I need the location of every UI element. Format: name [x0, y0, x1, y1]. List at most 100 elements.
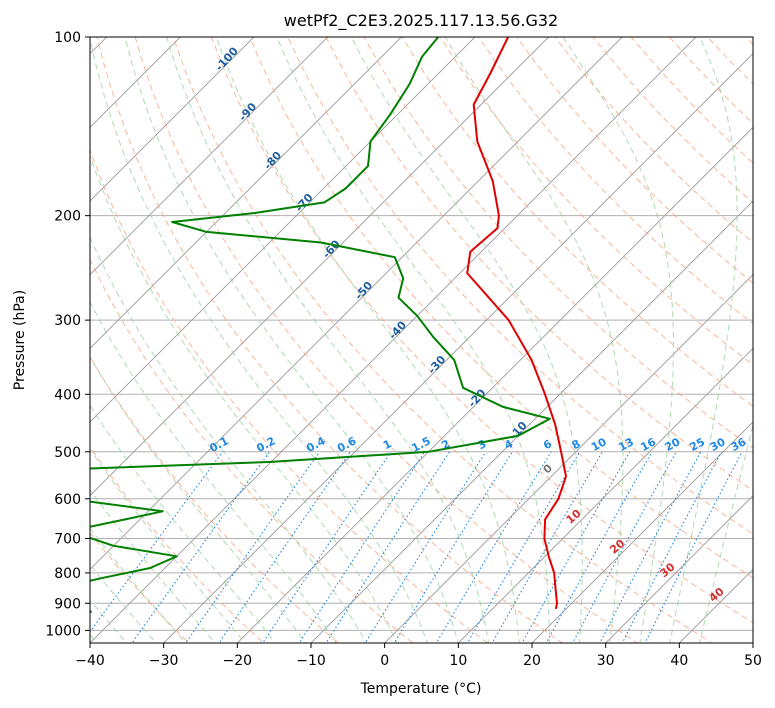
mixing-ratio-line	[393, 451, 513, 643]
moist-adiabat-line	[444, 37, 624, 643]
dry-adiabat-line	[90, 148, 489, 643]
dry-adiabat-line	[90, 355, 339, 643]
moist-adiabat-line	[669, 37, 738, 643]
dry-adiabat-line	[210, 37, 753, 624]
dry-adiabat-line	[172, 37, 713, 643]
dry-adiabat-line	[90, 531, 190, 643]
x-axis: −40 −30 −20 −10 0 10 20 30 40 50	[75, 643, 762, 669]
dewpoint-profile	[90, 37, 551, 613]
moist-adiabat-line	[90, 448, 246, 643]
moist-adiabat-line	[215, 37, 520, 643]
x-tick-label: −20	[223, 653, 253, 669]
isotherm-line	[0, 10, 60, 655]
isotherm-line	[90, 37, 550, 497]
dry-adiabat-line	[249, 37, 753, 579]
x-tick-label: −10	[296, 653, 326, 669]
x-tick-label: 40	[670, 653, 688, 669]
temperature-profile	[466, 37, 567, 610]
moist-adiabat-line	[90, 154, 398, 643]
y-tick-label: 500	[54, 445, 81, 461]
mixing-ratio-label: 25	[687, 435, 707, 454]
isotherm-line	[90, 37, 329, 276]
moist-adiabat-line	[90, 236, 367, 643]
background-lines	[0, 10, 775, 655]
x-tick-label: −40	[75, 653, 105, 669]
x-axis-title: Temperature (°C)	[360, 681, 482, 697]
mixing-ratio-label: 16	[638, 435, 658, 454]
moist-adiabat-line	[124, 37, 459, 643]
moist-adiabat-line	[276, 37, 550, 643]
y-tick-label: 700	[54, 532, 81, 548]
mixing-ratio-line	[364, 451, 487, 643]
isotherm-line	[384, 274, 753, 643]
x-tick-label: 10	[449, 653, 467, 669]
chart-title: wetPf2_C2E3.2025.117.13.56.G32	[284, 11, 558, 31]
mixing-ratio-line	[599, 451, 702, 643]
isotherm-line	[90, 37, 697, 643]
dry-adiabat-line	[134, 37, 638, 643]
y-tick-label: 600	[54, 492, 81, 508]
moist-adiabat-line	[90, 488, 216, 643]
moist-adiabat-line	[90, 300, 337, 643]
y-tick-label: 100	[54, 30, 81, 46]
x-tick-label: 0	[380, 653, 389, 669]
moist-adiabat-line	[699, 423, 753, 643]
isotherm-line	[163, 53, 753, 643]
mixing-ratio-line	[466, 451, 581, 643]
moist-adiabat-line	[90, 404, 276, 643]
isotherm-line	[90, 37, 476, 423]
mixing-ratio-line	[545, 451, 653, 643]
dry-adiabat-line	[287, 37, 753, 535]
mixing-ratio-line	[572, 451, 677, 643]
isotherm-line	[605, 495, 753, 643]
dry-adiabat-line	[758, 10, 775, 655]
isotherm-line	[457, 347, 753, 643]
moist-adiabat-line	[166, 37, 490, 643]
mixing-ratio-line	[131, 451, 271, 643]
isotherm-line	[90, 37, 623, 570]
mixing-ratio-label: 13	[616, 435, 636, 454]
mixing-ratio-line	[521, 451, 631, 643]
mixing-ratio-line	[218, 451, 351, 643]
plot-frame	[89, 36, 754, 644]
dry-adiabat-line	[516, 37, 753, 284]
dry-adiabat-line	[325, 37, 753, 492]
y-tick-label: 900	[54, 596, 81, 612]
profiles	[90, 37, 567, 613]
mixing-ratio-line	[435, 451, 552, 643]
mixing-ratio-line	[298, 451, 426, 643]
mixing-ratio-label: 36	[729, 435, 749, 454]
mixing-ratio-label: 10	[589, 435, 609, 454]
y-tick-label: 300	[54, 313, 81, 329]
isotherm-line	[236, 126, 753, 643]
x-tick-label: 20	[523, 653, 541, 669]
y-tick-label: 800	[54, 566, 81, 582]
moist-adiabat-line	[350, 37, 583, 643]
y-tick-label: 400	[54, 387, 81, 403]
moist-adiabat-line	[90, 599, 128, 643]
mixing-ratio-line	[491, 451, 603, 643]
moist-adiabat-line	[90, 37, 429, 643]
mixing-ratio-line	[262, 451, 392, 643]
isotherm-line	[310, 200, 753, 643]
x-tick-label: −30	[149, 653, 179, 669]
x-tick-label: 50	[744, 653, 762, 669]
isotherm-line	[90, 37, 255, 202]
isotherm-line	[90, 37, 181, 128]
dry-adiabat-line	[96, 37, 564, 643]
y-tick-label: 1000	[45, 623, 81, 639]
x-tick-label: 30	[597, 653, 615, 669]
dry-adiabat-line	[90, 445, 265, 643]
plot-background	[90, 37, 753, 643]
mixing-ratio-line	[325, 451, 451, 643]
y-axis-title: Pressure (hPa)	[12, 290, 28, 390]
mixing-ratio-label: 20	[663, 435, 683, 454]
y-axis: 1000 900 800 700 600 500 400 300 200 100	[45, 30, 90, 639]
dry-adiabat-line	[363, 37, 753, 449]
y-tick-label: 200	[54, 209, 81, 225]
moist-adiabat-line	[90, 355, 307, 643]
isotherm-line	[531, 421, 753, 643]
moist-adiabat-line	[562, 37, 674, 643]
isotherm-line	[90, 37, 402, 349]
